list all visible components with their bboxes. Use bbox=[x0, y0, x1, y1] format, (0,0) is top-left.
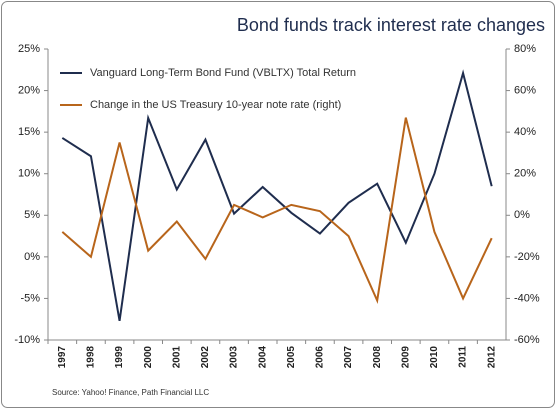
y2-tick-label: -40% bbox=[514, 292, 540, 304]
x-tick-label: 2010 bbox=[429, 346, 440, 369]
x-tick-label: 2002 bbox=[200, 346, 211, 369]
y2-tick-label: -60% bbox=[514, 334, 540, 346]
y2-tick-label: 60% bbox=[514, 84, 536, 96]
x-tick-label: 2007 bbox=[343, 346, 354, 369]
series-line bbox=[61, 69, 493, 322]
y2-tick-label: 0% bbox=[514, 209, 530, 221]
y-tick-label: 5% bbox=[24, 209, 40, 221]
y-tick-label: 20% bbox=[18, 84, 40, 96]
x-tick-label: 1999 bbox=[114, 346, 125, 369]
x-tick-label: 2001 bbox=[171, 346, 182, 369]
y2-tick-label: -20% bbox=[514, 251, 540, 263]
y-tick-label: -5% bbox=[20, 292, 40, 304]
y-tick-label: 25% bbox=[18, 43, 40, 55]
y-tick-label: 0% bbox=[24, 251, 40, 263]
x-tick-label: 2004 bbox=[257, 346, 268, 369]
chart-title: Bond funds track interest rate changes bbox=[237, 15, 545, 35]
y2-tick-label: 20% bbox=[514, 168, 536, 180]
x-tick-label: 2011 bbox=[458, 346, 469, 368]
legend-label: Change in the US Treasury 10-year note r… bbox=[90, 99, 341, 111]
x-tick-label: 1998 bbox=[86, 346, 97, 369]
x-tick-label: 2009 bbox=[400, 346, 411, 369]
y2-tick-label: 80% bbox=[514, 43, 536, 55]
x-tick-label: 2006 bbox=[315, 346, 326, 369]
legend-label: Vanguard Long-Term Bond Fund (VBLTX) Tot… bbox=[90, 67, 356, 79]
source-note: Source: Yahoo! Finance, Path Financial L… bbox=[52, 388, 209, 397]
x-tick-label: 2005 bbox=[286, 346, 297, 369]
x-tick-label: 2012 bbox=[486, 346, 497, 369]
series-line bbox=[61, 117, 493, 305]
x-tick-label: 2003 bbox=[229, 346, 240, 369]
y2-tick-label: 40% bbox=[514, 126, 536, 138]
x-tick-label: 1997 bbox=[57, 346, 68, 369]
y-tick-label: -10% bbox=[14, 334, 40, 346]
x-tick-label: 2008 bbox=[372, 346, 383, 369]
x-tick-label: 2000 bbox=[143, 346, 154, 369]
y-tick-label: 10% bbox=[18, 168, 40, 180]
y-tick-label: 15% bbox=[18, 126, 40, 138]
